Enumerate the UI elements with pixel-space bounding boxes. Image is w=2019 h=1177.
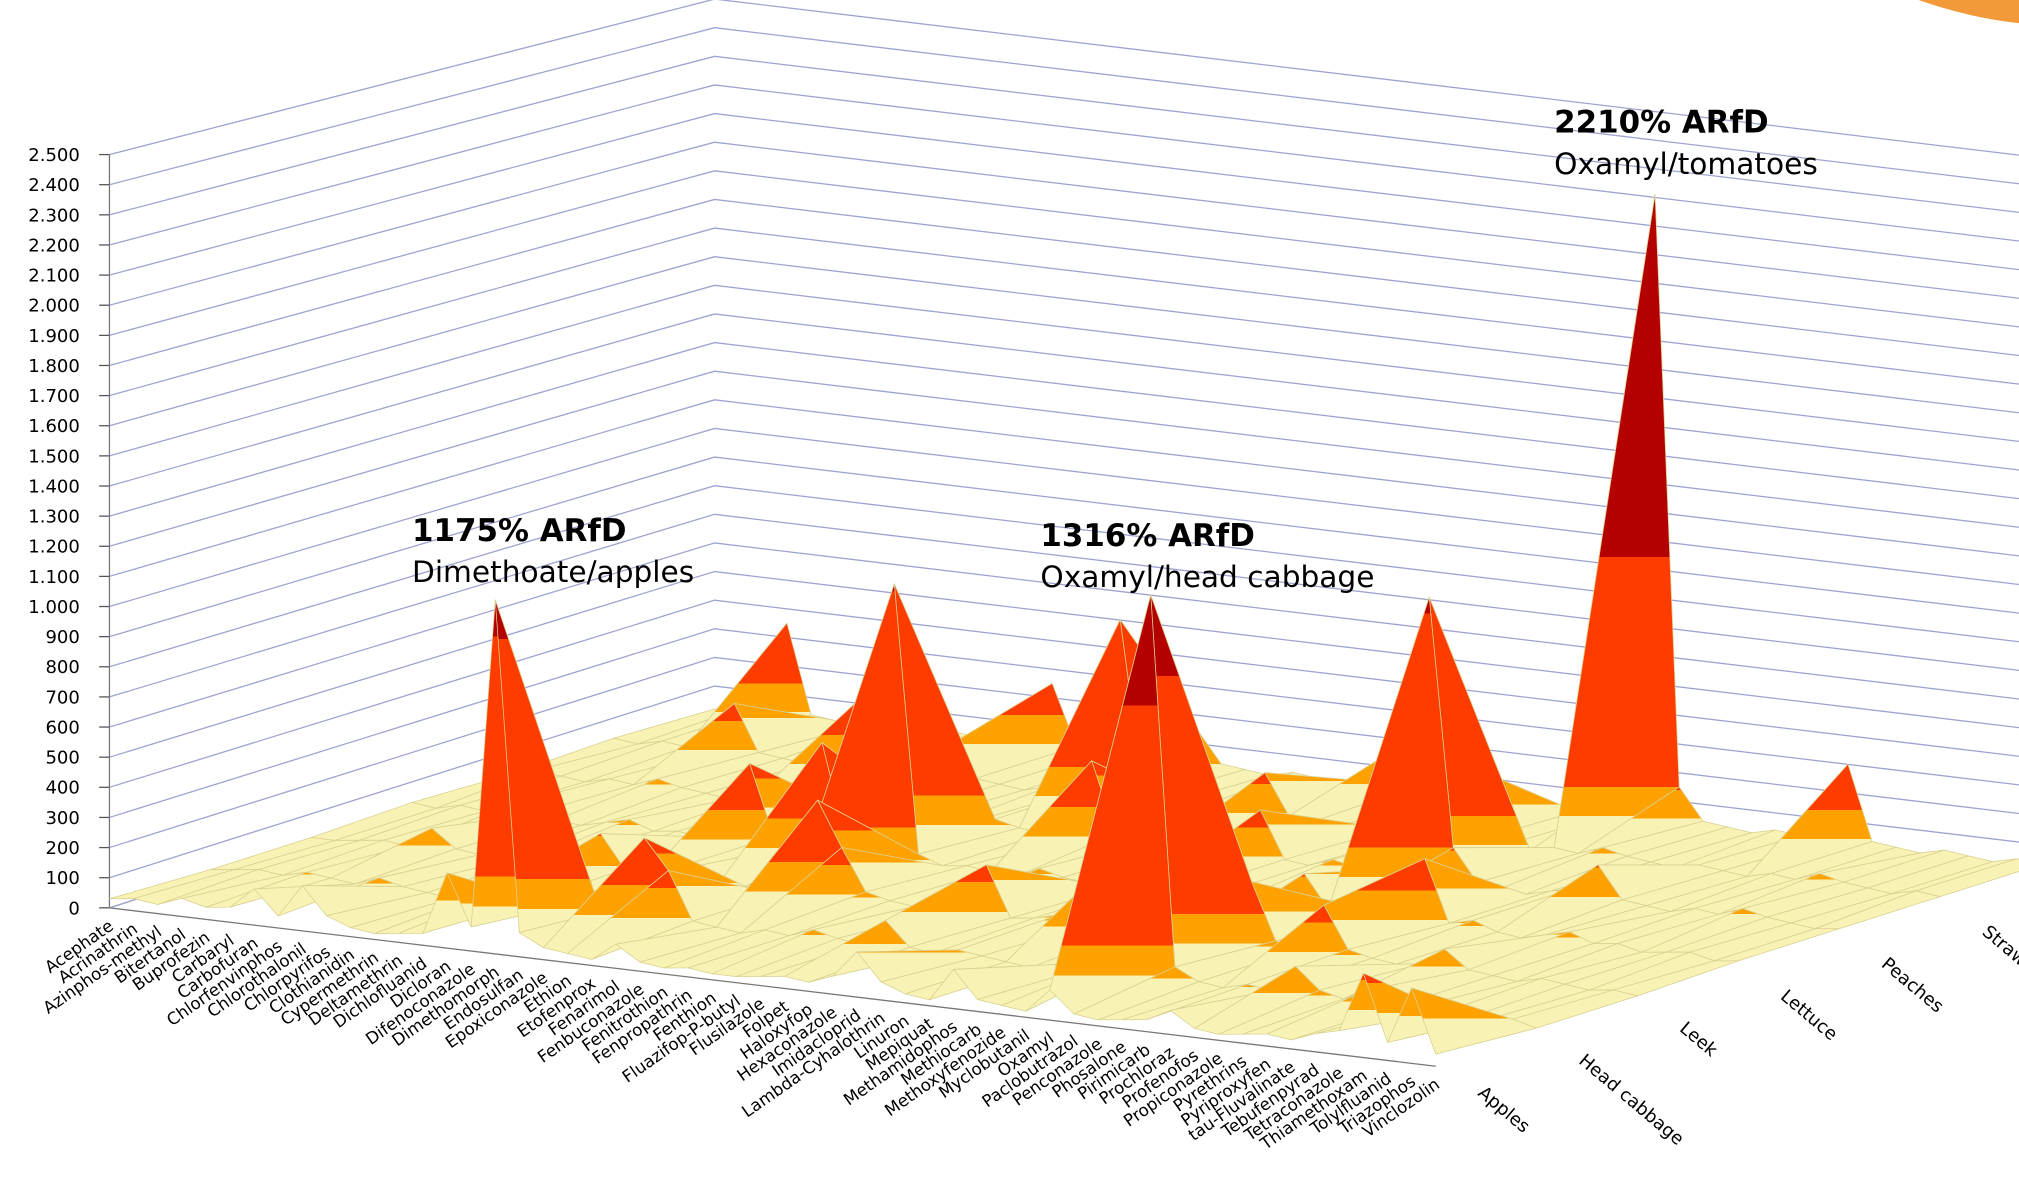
grid-line [109, 284, 2019, 457]
annotation-text: Oxamyl/tomatoes [1554, 147, 1818, 181]
annotation-title: 1175% ARfD [412, 513, 626, 549]
annotation-text: Dimethoate/apples [412, 555, 694, 589]
y-tick-label: 300 [45, 808, 79, 829]
y-tick-label: 500 [45, 748, 79, 769]
grid-line [109, 341, 2019, 517]
y-tick-label: 1.600 [28, 416, 80, 437]
y-tick-label: 0 [68, 898, 79, 919]
y-tick-label: 400 [45, 778, 79, 799]
x-axis [109, 907, 1436, 1067]
y-tick-label: 2.100 [28, 266, 80, 287]
grid-line [109, 55, 2019, 216]
y-tick-label: 1.700 [28, 386, 80, 407]
y-tick-label: 1.800 [28, 356, 80, 377]
y-tick-label: 2.200 [28, 235, 80, 256]
y-tick-label: 200 [45, 838, 79, 859]
y-tick-label: 1.400 [28, 476, 80, 497]
grid-line [109, 27, 2019, 186]
grid-line [109, 256, 2019, 427]
legend-label: Strawberries [1978, 921, 2019, 1010]
annotation-text: Oxamyl/head cabbage [1040, 560, 1374, 594]
y-tick-label: 2.000 [28, 296, 80, 317]
grid-line [109, 313, 2019, 487]
y-tick-label: 1.300 [28, 507, 80, 528]
surface-cell [1553, 194, 1680, 854]
grid-line [109, 0, 2019, 156]
y-tick-label: 900 [45, 627, 79, 648]
y-tick-label: 1.500 [28, 446, 80, 467]
y-tick-label: 2.400 [28, 175, 80, 196]
annotation-title: 2210% ARfD [1554, 105, 1768, 141]
y-tick-label: 1.200 [28, 537, 80, 558]
grid-line [109, 170, 2019, 336]
legend-label: Leek [1675, 1018, 1721, 1062]
corner-decoration [1918, 0, 2019, 24]
grid-line [109, 227, 2019, 397]
annotation-title: 1316% ARfD [1040, 518, 1254, 554]
surface [109, 194, 2019, 1055]
y-tick-label: 600 [45, 717, 79, 738]
y-tick-label: 1.100 [28, 567, 80, 588]
legend-label: Head cabbage [1575, 1050, 1688, 1150]
y-tick-label: 2.300 [28, 205, 80, 226]
grid-line [109, 198, 2019, 367]
legend-label: Lettuce [1776, 986, 1841, 1045]
y-tick-label: 2.500 [28, 145, 80, 166]
legend-label: Apples [1474, 1082, 1534, 1137]
labels: 0 100 200 300 400 500 600 700 800 900 1.000 1.100 1.… [28, 105, 2019, 1154]
y-tick-label: 700 [45, 687, 79, 708]
y-tick-label: 100 [45, 868, 79, 889]
y-tick-label: 1.000 [28, 597, 80, 618]
legend-label: Peaches [1877, 954, 1947, 1018]
grid-line [109, 84, 2019, 246]
y-tick-label: 1.900 [28, 326, 80, 347]
surface-cell [1411, 987, 1537, 1055]
y-tick-label: 800 [45, 657, 79, 678]
